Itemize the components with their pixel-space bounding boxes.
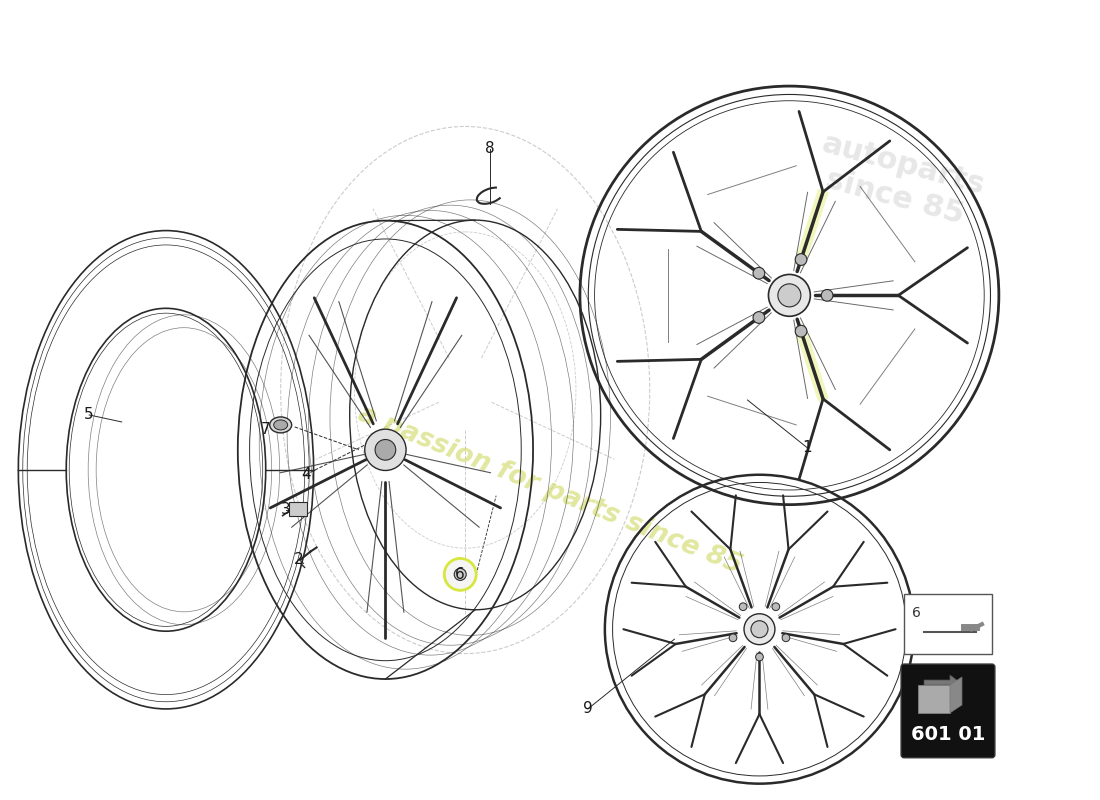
Circle shape: [795, 254, 807, 266]
Circle shape: [769, 274, 811, 316]
Circle shape: [744, 614, 774, 645]
Text: 2: 2: [294, 552, 304, 567]
Circle shape: [454, 569, 466, 580]
Circle shape: [444, 558, 476, 590]
Text: 6: 6: [455, 567, 465, 582]
Text: 4: 4: [300, 467, 310, 482]
Circle shape: [729, 634, 737, 642]
Circle shape: [375, 439, 396, 460]
Text: autoparts
since 85: autoparts since 85: [810, 129, 988, 233]
Text: a passion for parts since 85: a passion for parts since 85: [354, 401, 746, 579]
Ellipse shape: [274, 420, 288, 430]
Text: 5: 5: [85, 407, 94, 422]
Text: 8: 8: [485, 142, 495, 156]
Circle shape: [739, 603, 747, 610]
Circle shape: [795, 326, 807, 337]
Polygon shape: [950, 677, 962, 713]
Text: 9: 9: [583, 702, 593, 717]
Polygon shape: [918, 685, 950, 713]
Circle shape: [822, 290, 833, 302]
FancyBboxPatch shape: [904, 594, 992, 654]
Ellipse shape: [270, 417, 292, 433]
FancyBboxPatch shape: [901, 664, 994, 758]
Circle shape: [772, 603, 780, 610]
Circle shape: [754, 267, 764, 279]
Text: 6: 6: [912, 606, 921, 620]
Polygon shape: [924, 675, 958, 693]
Circle shape: [751, 621, 768, 638]
Circle shape: [778, 284, 801, 307]
Text: 1: 1: [803, 440, 812, 455]
Circle shape: [782, 634, 790, 642]
Text: 7: 7: [261, 422, 271, 438]
Bar: [288, 502, 307, 515]
Circle shape: [754, 312, 764, 323]
Text: 601 01: 601 01: [911, 726, 986, 744]
Circle shape: [365, 429, 406, 470]
Circle shape: [756, 653, 763, 661]
Text: 3: 3: [280, 502, 290, 517]
